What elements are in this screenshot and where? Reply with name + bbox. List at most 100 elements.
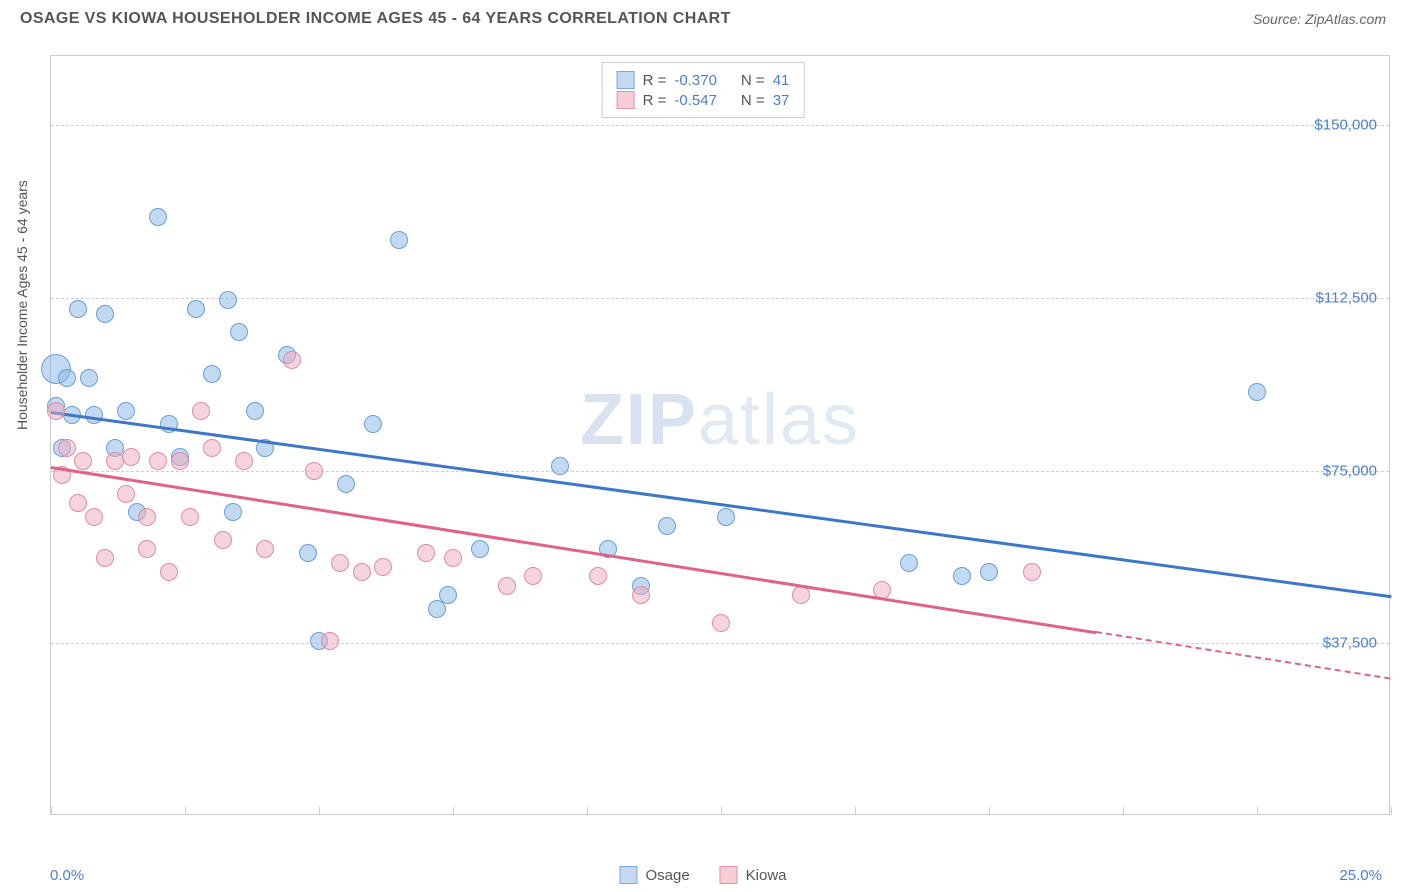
legend-label: Osage: [645, 867, 689, 884]
data-point: [305, 462, 323, 480]
data-point: [331, 554, 349, 572]
chart-header: OSAGE VS KIOWA HOUSEHOLDER INCOME AGES 4…: [0, 0, 1406, 34]
data-point: [47, 402, 65, 420]
gridline: [51, 471, 1389, 472]
data-point: [953, 567, 971, 585]
x-tick: [185, 807, 186, 815]
data-point: [283, 351, 301, 369]
legend-n-value: 37: [773, 92, 790, 109]
data-point: [439, 586, 457, 604]
legend-r-value: -0.370: [674, 72, 717, 89]
data-point: [96, 549, 114, 567]
data-point: [122, 448, 140, 466]
trend-line: [51, 411, 1391, 598]
y-tick-label: $150,000: [1314, 117, 1377, 134]
data-point: [792, 586, 810, 604]
data-point: [187, 300, 205, 318]
data-point: [353, 563, 371, 581]
y-tick-label: $37,500: [1323, 635, 1377, 652]
x-tick: [989, 807, 990, 815]
data-point: [321, 632, 339, 650]
x-tick: [319, 807, 320, 815]
gridline: [51, 643, 1389, 644]
chart-plot-area: ZIPatlas $37,500 $75,000 $112,500 $150,000: [50, 55, 1390, 815]
legend-n-value: 41: [773, 72, 790, 89]
x-axis-max-label: 25.0%: [1339, 867, 1382, 884]
data-point: [980, 563, 998, 581]
legend-n-label: N =: [741, 72, 765, 89]
y-tick-label: $112,500: [1316, 289, 1377, 306]
data-point: [138, 540, 156, 558]
x-tick: [1391, 807, 1392, 815]
legend-swatch: [720, 866, 738, 884]
data-point: [117, 485, 135, 503]
data-point: [256, 540, 274, 558]
legend-row: R = -0.370 N = 41: [617, 71, 790, 89]
legend-swatch: [619, 866, 637, 884]
x-tick: [721, 807, 722, 815]
data-point: [444, 549, 462, 567]
data-point: [58, 369, 76, 387]
data-point: [214, 531, 232, 549]
data-point: [230, 323, 248, 341]
data-point: [219, 291, 237, 309]
data-point: [85, 508, 103, 526]
legend-row: R = -0.547 N = 37: [617, 91, 790, 109]
legend-r-label: R =: [643, 92, 667, 109]
data-point: [181, 508, 199, 526]
data-point: [299, 544, 317, 562]
data-point: [632, 586, 650, 604]
data-point: [498, 577, 516, 595]
y-tick-label: $75,000: [1323, 462, 1377, 479]
data-point: [160, 415, 178, 433]
x-tick: [453, 807, 454, 815]
data-point: [900, 554, 918, 572]
data-point: [374, 558, 392, 576]
y-axis-label: Householder Income Ages 45 - 64 years: [14, 180, 30, 430]
legend-series: Osage Kiowa: [619, 866, 786, 884]
legend-r-label: R =: [643, 72, 667, 89]
data-point: [80, 369, 98, 387]
x-tick: [587, 807, 588, 815]
data-point: [712, 614, 730, 632]
data-point: [246, 402, 264, 420]
watermark-light: atlas: [698, 380, 860, 460]
legend-r-value: -0.547: [674, 92, 717, 109]
data-point: [203, 365, 221, 383]
plot-surface: ZIPatlas $37,500 $75,000 $112,500 $150,000: [51, 56, 1389, 814]
data-point: [417, 544, 435, 562]
data-point: [171, 452, 189, 470]
watermark: ZIPatlas: [580, 379, 860, 461]
data-point: [149, 452, 167, 470]
data-point: [658, 517, 676, 535]
x-tick: [51, 807, 52, 815]
legend-label: Kiowa: [746, 867, 787, 884]
data-point: [524, 567, 542, 585]
data-point: [364, 415, 382, 433]
x-tick: [855, 807, 856, 815]
legend-n-label: N =: [741, 92, 765, 109]
data-point: [138, 508, 156, 526]
data-point: [235, 452, 253, 470]
x-axis-min-label: 0.0%: [50, 867, 84, 884]
data-point: [224, 503, 242, 521]
data-point: [551, 457, 569, 475]
legend-swatch: [617, 71, 635, 89]
legend-item: Kiowa: [720, 866, 787, 884]
data-point: [149, 208, 167, 226]
legend-swatch: [617, 91, 635, 109]
legend-correlation-box: R = -0.370 N = 41 R = -0.547 N = 37: [602, 62, 805, 118]
data-point: [74, 452, 92, 470]
data-point: [117, 402, 135, 420]
gridline: [51, 125, 1389, 126]
data-point: [471, 540, 489, 558]
chart-title: OSAGE VS KIOWA HOUSEHOLDER INCOME AGES 4…: [20, 10, 731, 28]
gridline: [51, 298, 1389, 299]
data-point: [203, 439, 221, 457]
data-point: [192, 402, 210, 420]
data-point: [69, 300, 87, 318]
data-point: [96, 305, 114, 323]
data-point: [390, 231, 408, 249]
x-tick: [1257, 807, 1258, 815]
data-point: [717, 508, 735, 526]
